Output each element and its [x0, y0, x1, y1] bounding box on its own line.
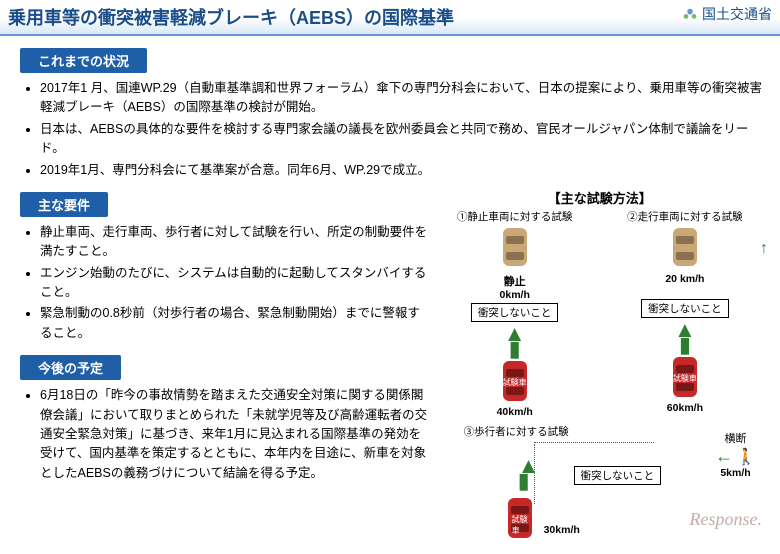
section1-item: 日本は、AEBSの具体的な要件を検討する専門家会議の議長を欧州委員会と共同で務め…	[40, 120, 766, 159]
test1-speed: 40km/h	[434, 406, 596, 418]
section3-item: 6月18日の「昨今の事故情勢を踏まえた交通安全対策に関する関係閣僚会議」において…	[40, 386, 428, 483]
org-block: 国土交通省	[682, 4, 772, 24]
test3-cell: ③歩行者に対する試験 横断 ← 🚶 5km/h 衝突しないこと ▲▮	[434, 424, 766, 554]
pedestrian-icon: 🚶	[736, 449, 756, 466]
section3-list: 6月18日の「昨今の事故情勢を踏まえた交通安全対策に関する関係閣僚会議」において…	[40, 386, 428, 483]
section2-item: エンジン始動のたびに、システムは自動的に起動してスタンバイすること。	[40, 264, 428, 303]
test1-car-label: 試験車	[503, 377, 527, 388]
arrow-up-icon: ▲▮	[434, 326, 596, 357]
test1-state: 静止	[434, 273, 596, 289]
diagram-column: 【主な試験方法】 ①静止車両に対する試験 静止 0km/h 衝突しないこと ▲▮	[428, 188, 766, 554]
test1-target-speed: 0km/h	[434, 289, 596, 301]
section1-tab: これまでの状況	[20, 48, 147, 73]
section2-tab: 主な要件	[20, 192, 108, 217]
page-title: 乗用車等の衝突被害軽減ブレーキ（AEBS）の国際基準	[8, 4, 454, 30]
test2-speed: 60km/h	[604, 402, 766, 414]
test1-label: ①静止車両に対する試験	[434, 209, 596, 224]
arrow-up-icon: ▲▮	[518, 458, 540, 489]
test3-crossing: 横断	[724, 433, 746, 445]
arrow-left-icon: ←	[715, 446, 733, 466]
section2-list: 静止車両、走行車両、歩行者に対して試験を行い、所定の制動要件を満たすこと。 エン…	[40, 223, 428, 343]
test3-car-label: 試験車	[512, 514, 528, 536]
diagram-title: 【主な試験方法】	[434, 188, 766, 207]
test2-label: ②走行車両に対する試験	[604, 209, 766, 224]
content: これまでの状況 2017年1 月、国連WP.29（自動車基準調和世界フォーラム）…	[0, 36, 780, 554]
test1-cell: ①静止車両に対する試験 静止 0km/h 衝突しないこと ▲▮	[434, 209, 596, 418]
header: 乗用車等の衝突被害軽減ブレーキ（AEBS）の国際基準 国土交通省	[0, 0, 780, 36]
test3-ped-speed: 5km/h	[720, 467, 750, 479]
test1-condition: 衝突しないこと	[471, 303, 559, 322]
section1-item: 2017年1 月、国連WP.29（自動車基準調和世界フォーラム）傘下の専門分科会…	[40, 79, 766, 118]
section1-item: 2019年1月、専門分科会にて基準案が合意。同年6月、WP.29で成立。	[40, 161, 766, 180]
section2-item: 静止車両、走行車両、歩行者に対して試験を行い、所定の制動要件を満たすこと。	[40, 223, 428, 262]
test2-target-speed: 20 km/h	[604, 273, 766, 285]
arrow-up-icon: ▲▮	[604, 322, 766, 353]
moving-car-icon	[669, 226, 701, 268]
section3-tab: 今後の予定	[20, 355, 121, 380]
test2-condition: 衝突しないこと	[641, 299, 729, 318]
watermark: Response.	[690, 509, 762, 530]
section1-list: 2017年1 月、国連WP.29（自動車基準調和世界フォーラム）傘下の専門分科会…	[40, 79, 766, 180]
test2-cell: ②走行車両に対する試験 ↑ 20 km/h 衝突しないこと ▲▮	[604, 209, 766, 418]
left-column: 主な要件 静止車両、走行車両、歩行者に対して試験を行い、所定の制動要件を満たすこ…	[14, 188, 428, 554]
test3-speed: 30km/h	[544, 524, 580, 536]
stationary-car-icon	[499, 226, 531, 268]
test2-car-label: 試験車	[673, 373, 697, 384]
org-name: 国土交通省	[702, 4, 772, 24]
test3-condition: 衝突しないこと	[574, 466, 662, 485]
section2-item: 緊急制動の0.8秒前（対歩行者の場合、緊急制動開始）までに警報すること。	[40, 304, 428, 343]
org-logo-icon	[682, 6, 698, 22]
arrow-up-small-icon: ↑	[760, 240, 768, 258]
